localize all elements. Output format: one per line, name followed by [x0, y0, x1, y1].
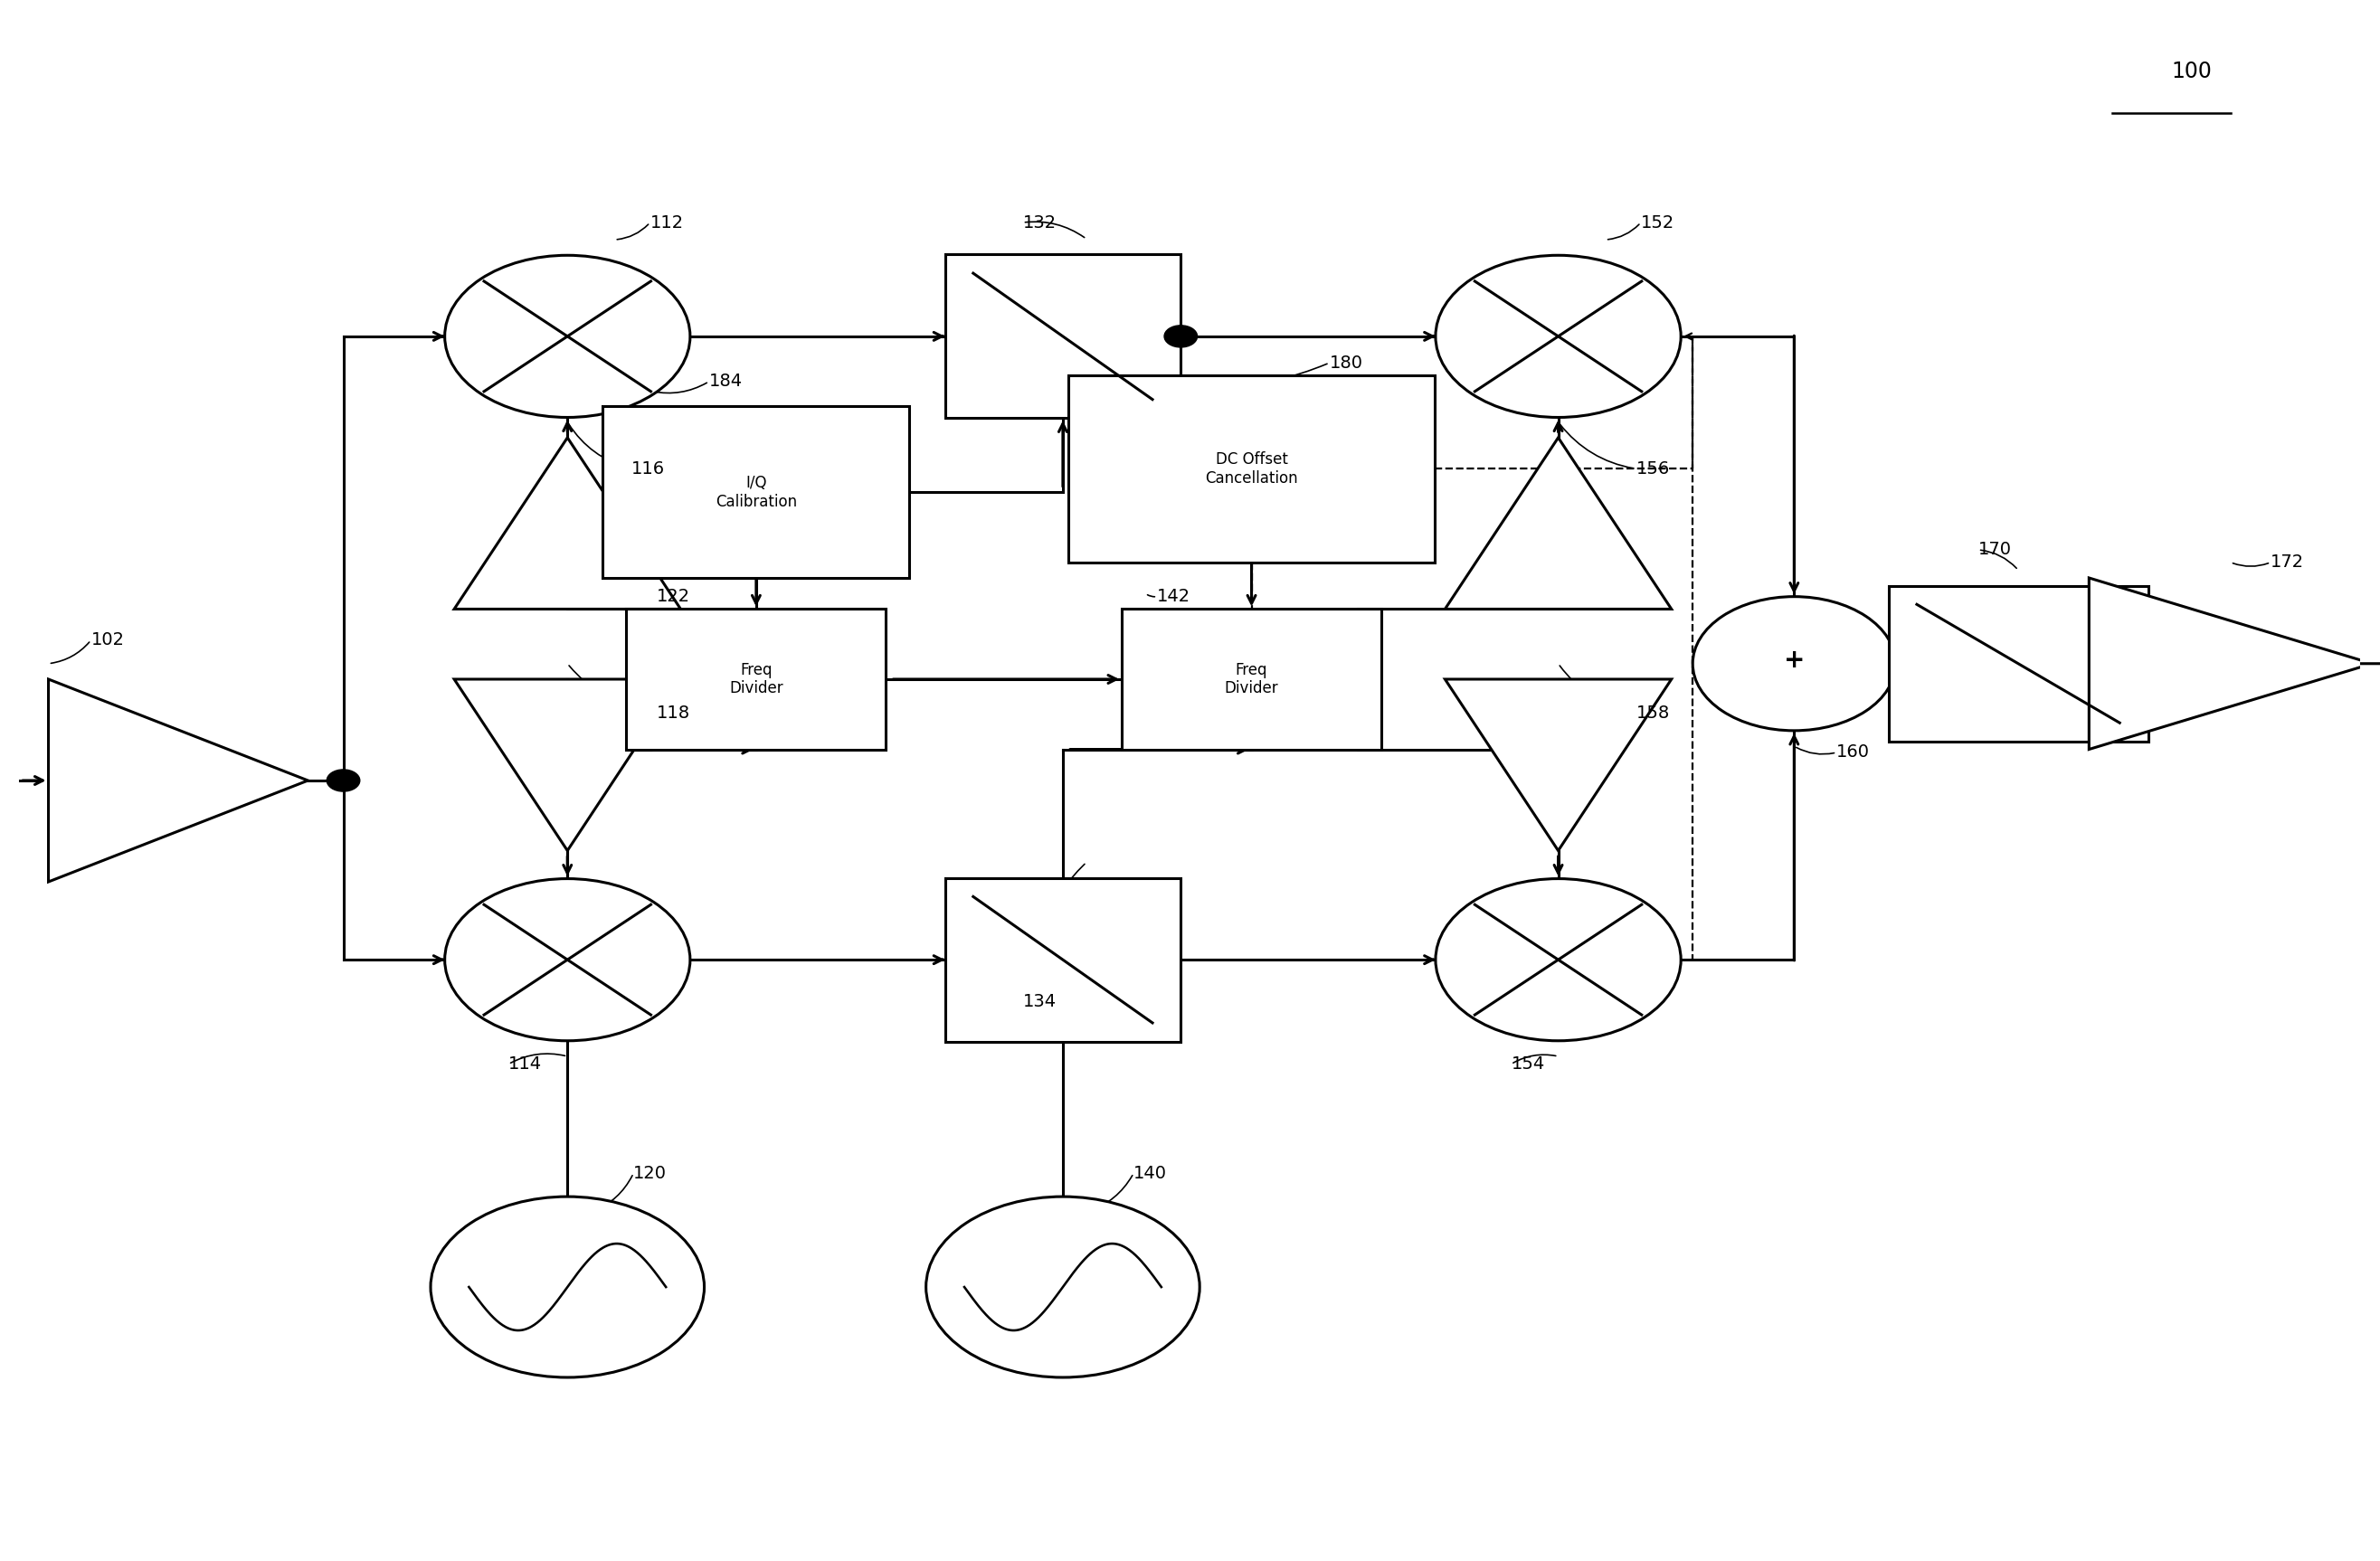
Text: 122: 122: [657, 588, 690, 606]
Text: 132: 132: [1023, 214, 1057, 231]
Text: 118: 118: [657, 706, 690, 723]
Text: 160: 160: [1837, 745, 1871, 762]
Text: Freq
Divider: Freq Divider: [728, 662, 783, 696]
Circle shape: [445, 256, 690, 417]
Text: DC Offset
Cancellation: DC Offset Cancellation: [1204, 451, 1297, 487]
Bar: [626, 609, 885, 749]
Text: 180: 180: [1330, 354, 1364, 372]
Bar: [1069, 375, 1435, 562]
Text: 172: 172: [2271, 554, 2304, 571]
Text: 154: 154: [1511, 1055, 1545, 1072]
Circle shape: [1435, 879, 1680, 1041]
Polygon shape: [455, 437, 681, 609]
Circle shape: [1435, 256, 1680, 417]
Polygon shape: [1445, 437, 1671, 609]
Text: 170: 170: [1978, 542, 2011, 559]
Text: 142: 142: [1157, 588, 1190, 606]
Text: 152: 152: [1640, 214, 1676, 231]
Text: 156: 156: [1635, 460, 1671, 478]
Circle shape: [926, 1197, 1200, 1377]
Polygon shape: [48, 679, 307, 882]
Bar: [945, 877, 1180, 1041]
Bar: [1121, 609, 1380, 749]
Polygon shape: [2090, 578, 2373, 749]
Bar: [602, 406, 909, 578]
Circle shape: [431, 1197, 704, 1377]
Circle shape: [326, 770, 359, 791]
Text: 134: 134: [1023, 993, 1057, 1010]
Polygon shape: [1445, 679, 1671, 851]
Text: 184: 184: [709, 373, 743, 390]
Text: 114: 114: [509, 1055, 543, 1072]
Text: +: +: [1783, 648, 1804, 673]
Text: 100: 100: [2171, 61, 2211, 83]
Bar: [1887, 585, 2149, 741]
Text: 158: 158: [1635, 706, 1671, 723]
Text: 140: 140: [1133, 1165, 1166, 1182]
Polygon shape: [455, 679, 681, 851]
Circle shape: [1164, 325, 1197, 347]
Text: 120: 120: [633, 1165, 666, 1182]
Text: 116: 116: [631, 460, 664, 478]
Bar: [945, 254, 1180, 418]
Text: I/Q
Calibration: I/Q Calibration: [716, 475, 797, 510]
Text: 102: 102: [90, 632, 124, 649]
Circle shape: [1692, 596, 1894, 731]
Text: Freq
Divider: Freq Divider: [1226, 662, 1278, 696]
Circle shape: [445, 879, 690, 1041]
Text: 112: 112: [650, 214, 683, 231]
